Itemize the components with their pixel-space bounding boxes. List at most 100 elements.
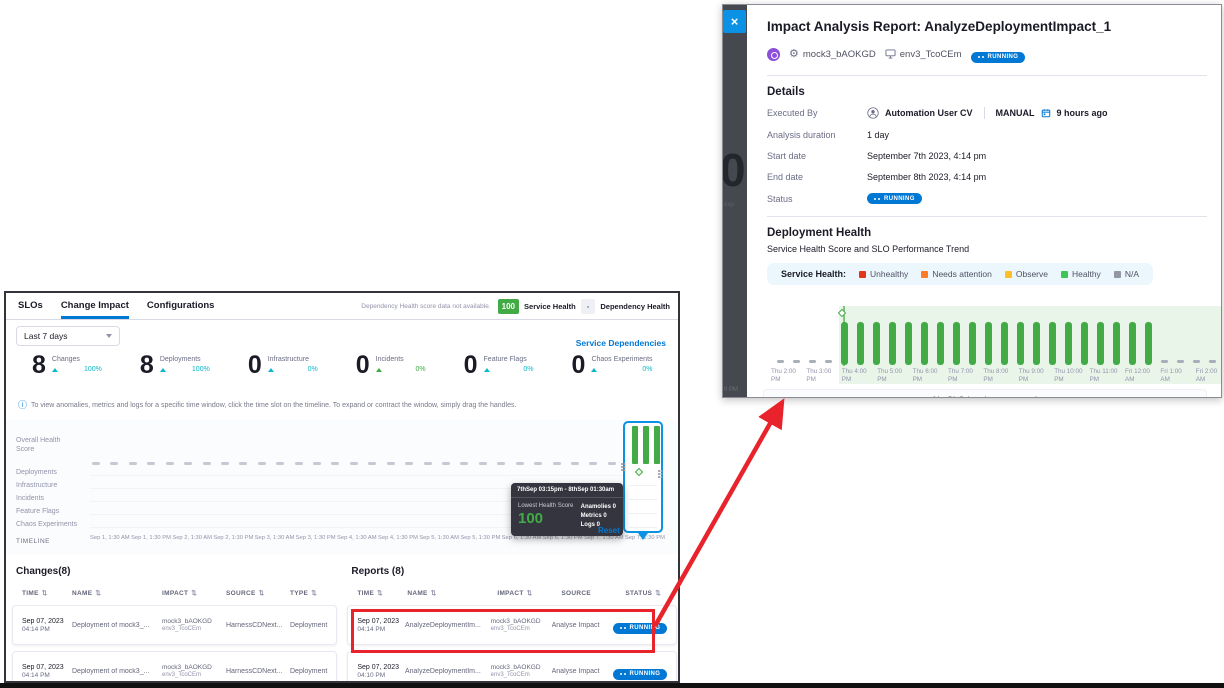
- cell-name: AnalyzeDeploymentIm...: [404, 667, 481, 675]
- reset-button[interactable]: Reset: [598, 526, 620, 535]
- spinner-dots-icon: [619, 627, 627, 629]
- tab-configurations[interactable]: Configurations: [146, 300, 215, 311]
- time-range-value: Last 7 days: [24, 331, 68, 341]
- column-header-name[interactable]: NAME ⇅: [407, 589, 497, 598]
- sort-icon: ⇅: [191, 590, 197, 597]
- column-header-type[interactable]: TYPE ⇅: [290, 589, 327, 598]
- stat-incidents: 0 Incidents 0%: [356, 352, 426, 379]
- cell-impact: mock3_bAOKGD env3_TcoCEm: [491, 664, 552, 678]
- chart-tick-line1: Thu 10:00: [1054, 368, 1083, 375]
- close-drawer-button[interactable]: ×: [723, 10, 746, 33]
- left-drag-handle-icon[interactable]: [621, 463, 623, 473]
- start-date-value: September 7th 2023, 4:14 pm: [867, 151, 987, 161]
- na-dash: [442, 462, 451, 465]
- healthy-bar: [841, 322, 848, 365]
- timeline-tick: Sep 6, 1:30 PM: [542, 535, 583, 541]
- column-label: NAME: [72, 589, 93, 597]
- chart-tick: Thu 7:00 PM: [948, 368, 984, 383]
- trigger-type: MANUAL: [995, 108, 1035, 118]
- service-health-dashboard-panel: SLOs Change Impact Configurations Dependen…: [4, 291, 680, 683]
- chart-tick-line1: Thu 4:00: [841, 368, 867, 375]
- na-dash: [478, 462, 487, 465]
- chart-tick-line2: PM: [806, 375, 816, 383]
- na-dash: [405, 462, 414, 465]
- tab-change-impact[interactable]: Change Impact: [60, 293, 129, 319]
- column-header-time[interactable]: TIME ⇅: [22, 589, 72, 598]
- changes-row[interactable]: Sep 07, 2023 04:14 PM Deployment of mock3_…: [12, 605, 338, 645]
- reports-row[interactable]: Sep 07, 2023 04:10 PM AnalyzeDeploymentIm.…: [347, 651, 678, 681]
- cell-impact: mock3_bAOKGD env3_TcoCEm: [162, 664, 226, 678]
- column-header-name[interactable]: NAME ⇅: [72, 589, 162, 598]
- chart-tick-line2: PM: [1018, 375, 1029, 383]
- column-header-source[interactable]: SOURCE ⇅: [226, 589, 290, 598]
- selection-gridline: [629, 485, 657, 486]
- na-dash: [313, 462, 322, 465]
- legend-label: Needs attention: [932, 269, 992, 279]
- stat-percent: 100%: [191, 366, 210, 373]
- healthy-bar: [953, 322, 960, 365]
- na-dash: [257, 462, 266, 465]
- changes-table-header: TIME ⇅ NAME ⇅ IMPACT ⇅ SOURCE ⇅ TYPE ⇅: [12, 589, 337, 598]
- cell-status: RUNNING: [612, 616, 668, 634]
- legend-label: Observe: [1015, 269, 1048, 279]
- healthy-bar: [921, 322, 928, 365]
- stat-delta: 0%: [267, 366, 318, 373]
- column-header-impact[interactable]: IMPACT ⇅: [497, 589, 561, 598]
- column-header-source[interactable]: SOURCE: [561, 590, 625, 597]
- row-divider: [90, 501, 664, 502]
- status-badge-label: RUNNING: [987, 54, 1019, 60]
- stat-percent: 0%: [523, 366, 534, 373]
- stat-delta: 0%: [483, 366, 534, 373]
- na-dash: [552, 462, 561, 465]
- reports-title: Reports (8): [351, 566, 405, 577]
- timeline-info-banner: ⓘ To view anomalies, metrics and logs fo…: [6, 393, 678, 417]
- stat-feature-flags: 0 Feature Flags 0%: [464, 352, 534, 379]
- sort-icon: ⇅: [41, 590, 48, 597]
- user-avatar-icon: [867, 107, 879, 119]
- selection-health-bar: [632, 426, 638, 464]
- column-header-status[interactable]: STATUS ⇅: [625, 589, 667, 598]
- service-dependencies-link[interactable]: Service Dependencies: [575, 338, 666, 348]
- legend-item-n-a: N/A: [1113, 269, 1139, 279]
- timeline-tick: Sep 4, 1:30 AM: [336, 535, 377, 541]
- timeline-row-label-chaos-experiments: Chaos Experiments: [16, 521, 78, 528]
- healthy-bar: [1033, 322, 1040, 365]
- na-dash: [793, 360, 800, 363]
- timeline-row-label-overall-health-score: Overall Health Score: [16, 437, 61, 453]
- cell-clock: 04:14 PM: [22, 625, 50, 633]
- chart-tick: Fri 12:00 AM: [1125, 368, 1161, 383]
- na-dash: [423, 462, 432, 465]
- tooltip-score-label: Lowest Health Score: [518, 503, 574, 509]
- timeline-tick: Sep 5, 1:30 AM: [419, 535, 459, 541]
- time-range-select[interactable]: Last 7 days: [16, 326, 120, 346]
- divider: [767, 216, 1207, 217]
- impact-analysis-drawer: 0 exp 0 PM × Impact Analysis Report: Ana…: [722, 4, 1222, 398]
- impact-environment: env3_TcoCEm: [162, 626, 202, 632]
- healthy-bar: [905, 322, 912, 365]
- cell-source: Analyse Impact: [551, 667, 600, 675]
- healthy-bar: [1129, 322, 1136, 365]
- na-dash: [589, 462, 598, 465]
- right-drag-handle-icon[interactable]: [658, 470, 660, 480]
- column-header-time[interactable]: TIME ⇅: [357, 589, 407, 598]
- executed-by-value: Automation User CV: [885, 108, 973, 118]
- na-dash: [1193, 360, 1200, 363]
- stat-delta: 0%: [591, 366, 653, 373]
- legend-label: Healthy: [1071, 269, 1101, 279]
- timeline-selection-window[interactable]: [621, 421, 663, 540]
- na-dash: [607, 462, 616, 465]
- row-divider: [90, 514, 664, 515]
- stat-value: 0: [571, 351, 586, 379]
- dimmed-background-zero: 0: [723, 143, 746, 197]
- tab-slos[interactable]: SLOs: [18, 300, 43, 311]
- legend-swatch: [1113, 270, 1121, 278]
- impact-service: mock3_bAOKGD: [162, 664, 212, 671]
- cell-clock: 04:14 PM: [357, 625, 386, 633]
- changes-row[interactable]: Sep 07, 2023 04:14 PM Deployment of mock3_…: [12, 651, 338, 681]
- stat-info: Chaos Experiments 0%: [591, 352, 653, 379]
- stat-info: Feature Flags 0%: [483, 352, 534, 379]
- chart-tick: Thu 2:00 PM: [771, 368, 807, 383]
- changes-table: TIME ⇅ NAME ⇅ IMPACT ⇅ SOURCE ⇅ TYPE ⇅ Sep 07, 202…: [12, 589, 338, 681]
- column-header-impact[interactable]: IMPACT ⇅: [162, 589, 226, 598]
- status-badge-running: RUNNING: [612, 622, 668, 634]
